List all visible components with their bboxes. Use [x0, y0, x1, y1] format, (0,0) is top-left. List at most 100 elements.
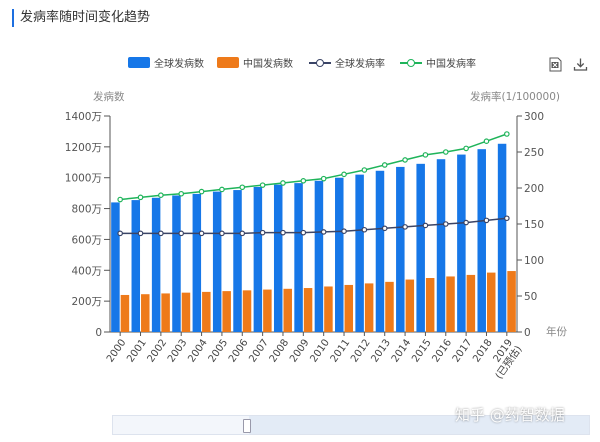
x-tick-label-line: 2009 [288, 337, 312, 364]
bar-china-cases [161, 293, 170, 332]
point-global-rate [280, 229, 286, 236]
x-tick-label-line: 2014 [390, 337, 414, 364]
bar-global-cases [192, 193, 202, 332]
point-china-rate [442, 149, 449, 155]
bar-global-cases [335, 177, 344, 332]
y-left-tick-label: 1400万 [65, 111, 102, 123]
point-china-rate [341, 171, 347, 178]
combo-chart: 发病数 发病率(1/100000) 年份 0 200万 400万 600万 800万 1000万… [65, 90, 568, 381]
bar-china-cases [141, 294, 150, 332]
point-china-rate [402, 157, 408, 163]
x-tick-label: 2014 [390, 337, 414, 364]
bar-china-cases [303, 288, 313, 332]
x-tick-label: 2012 [349, 337, 373, 364]
point-china-rate [483, 138, 490, 145]
y-left-tick-label: 1000万 [65, 173, 102, 185]
x-tick-label: 2010 [308, 337, 332, 364]
bar-china-cases [405, 279, 415, 332]
point-global-rate [402, 224, 408, 230]
x-tick-label-line: 2015 [410, 337, 434, 364]
bar-global-cases [355, 174, 364, 332]
point-china-rate [158, 192, 164, 199]
point-global-rate [483, 217, 490, 224]
bar-global-cases [375, 170, 385, 332]
download-icon[interactable] [572, 56, 588, 72]
legend-swatch-china-cases [217, 57, 239, 68]
x-tick-label: 2007 [247, 337, 271, 364]
bar-global-cases [151, 197, 161, 332]
y-right-tick-label: 250 [524, 147, 544, 159]
x-axis-name: 年份 [546, 325, 567, 338]
x-tick-label: 2013 [369, 337, 393, 364]
x-tick-label: 2011 [329, 337, 353, 364]
point-global-rate [239, 230, 246, 237]
y-right-tick-label: 150 [524, 219, 544, 231]
y-axis-left-name: 发病数 [93, 90, 125, 103]
data-zoom-selected-range [249, 416, 589, 434]
y-left-tick-label: 1200万 [65, 142, 102, 154]
point-china-rate [280, 180, 286, 186]
x-tick-label-line: 2007 [247, 337, 271, 364]
point-global-rate [320, 229, 327, 235]
legend-item-china-rate[interactable]: 中国发病率 [400, 55, 476, 70]
x-tick-label-line: 2016 [430, 337, 454, 364]
data-zoom-slider[interactable] [112, 415, 590, 435]
x-tick-label: 2009 [288, 337, 312, 364]
x-tick-label: 2002 [146, 337, 170, 364]
x-tick-label: 2016 [430, 337, 454, 364]
point-global-rate [178, 230, 185, 237]
bar-china-cases [364, 283, 374, 332]
point-global-rate [361, 226, 368, 233]
bar-global-cases [233, 190, 242, 332]
x-tick-label-line: 2006 [227, 337, 251, 364]
point-china-rate [504, 131, 510, 137]
bar-global-cases [253, 186, 263, 332]
point-global-rate [504, 215, 510, 222]
bar-global-cases [457, 154, 466, 332]
excel-export-icon[interactable] [547, 56, 563, 72]
bar-global-cases [172, 195, 181, 332]
bar-china-cases [344, 284, 354, 332]
x-tick-label-line: 2017 [451, 337, 475, 364]
point-global-rate [158, 230, 164, 237]
point-china-rate [320, 175, 327, 182]
bar-china-cases [446, 276, 455, 332]
point-china-rate [259, 182, 266, 188]
legend-item-global-cases[interactable]: 全球发病数 [128, 55, 204, 70]
point-china-rate [137, 194, 144, 201]
x-tick-label: 2008 [268, 337, 292, 364]
x-tick-label: 2015 [410, 337, 434, 364]
point-china-rate [422, 152, 429, 158]
x-tick-label: 2018 [471, 337, 495, 364]
x-tick-label-line: 2001 [125, 337, 149, 364]
x-tick-label-line: 2013 [369, 337, 393, 364]
x-tick-label: 2003 [166, 337, 190, 364]
bar-global-cases [273, 184, 283, 332]
point-global-rate [381, 225, 388, 232]
x-tick-label-line: 2011 [329, 337, 353, 364]
x-tick-label: 2004 [186, 337, 210, 364]
y-left-tick-label: 400万 [71, 265, 102, 277]
data-zoom-handle[interactable] [243, 419, 251, 433]
point-china-rate [219, 186, 225, 193]
bar-global-cases [416, 163, 425, 332]
point-global-rate [442, 221, 449, 227]
point-global-rate [219, 230, 225, 237]
bar-global-cases [314, 180, 324, 332]
chart-toolbar [547, 56, 588, 72]
y-right-tick-label: 100 [524, 255, 544, 267]
x-tick-label: 2006 [227, 337, 251, 364]
point-china-rate [381, 162, 388, 168]
bar-china-cases [486, 272, 496, 332]
point-china-rate [178, 190, 185, 197]
point-global-rate [300, 229, 307, 236]
line-global-rate [120, 217, 507, 235]
x-tick-label-line: 2005 [207, 337, 231, 364]
bar-global-cases [477, 149, 486, 332]
legend-item-china-cases[interactable]: 中国发病数 [217, 55, 293, 70]
point-global-rate [137, 230, 144, 237]
chart-legend: 全球发病数 中国发病数 全球发病率 中国发病率 [0, 55, 600, 71]
point-china-rate [117, 196, 123, 203]
y-left-tick-label: 600万 [71, 234, 102, 246]
legend-item-global-rate[interactable]: 全球发病率 [309, 55, 385, 70]
